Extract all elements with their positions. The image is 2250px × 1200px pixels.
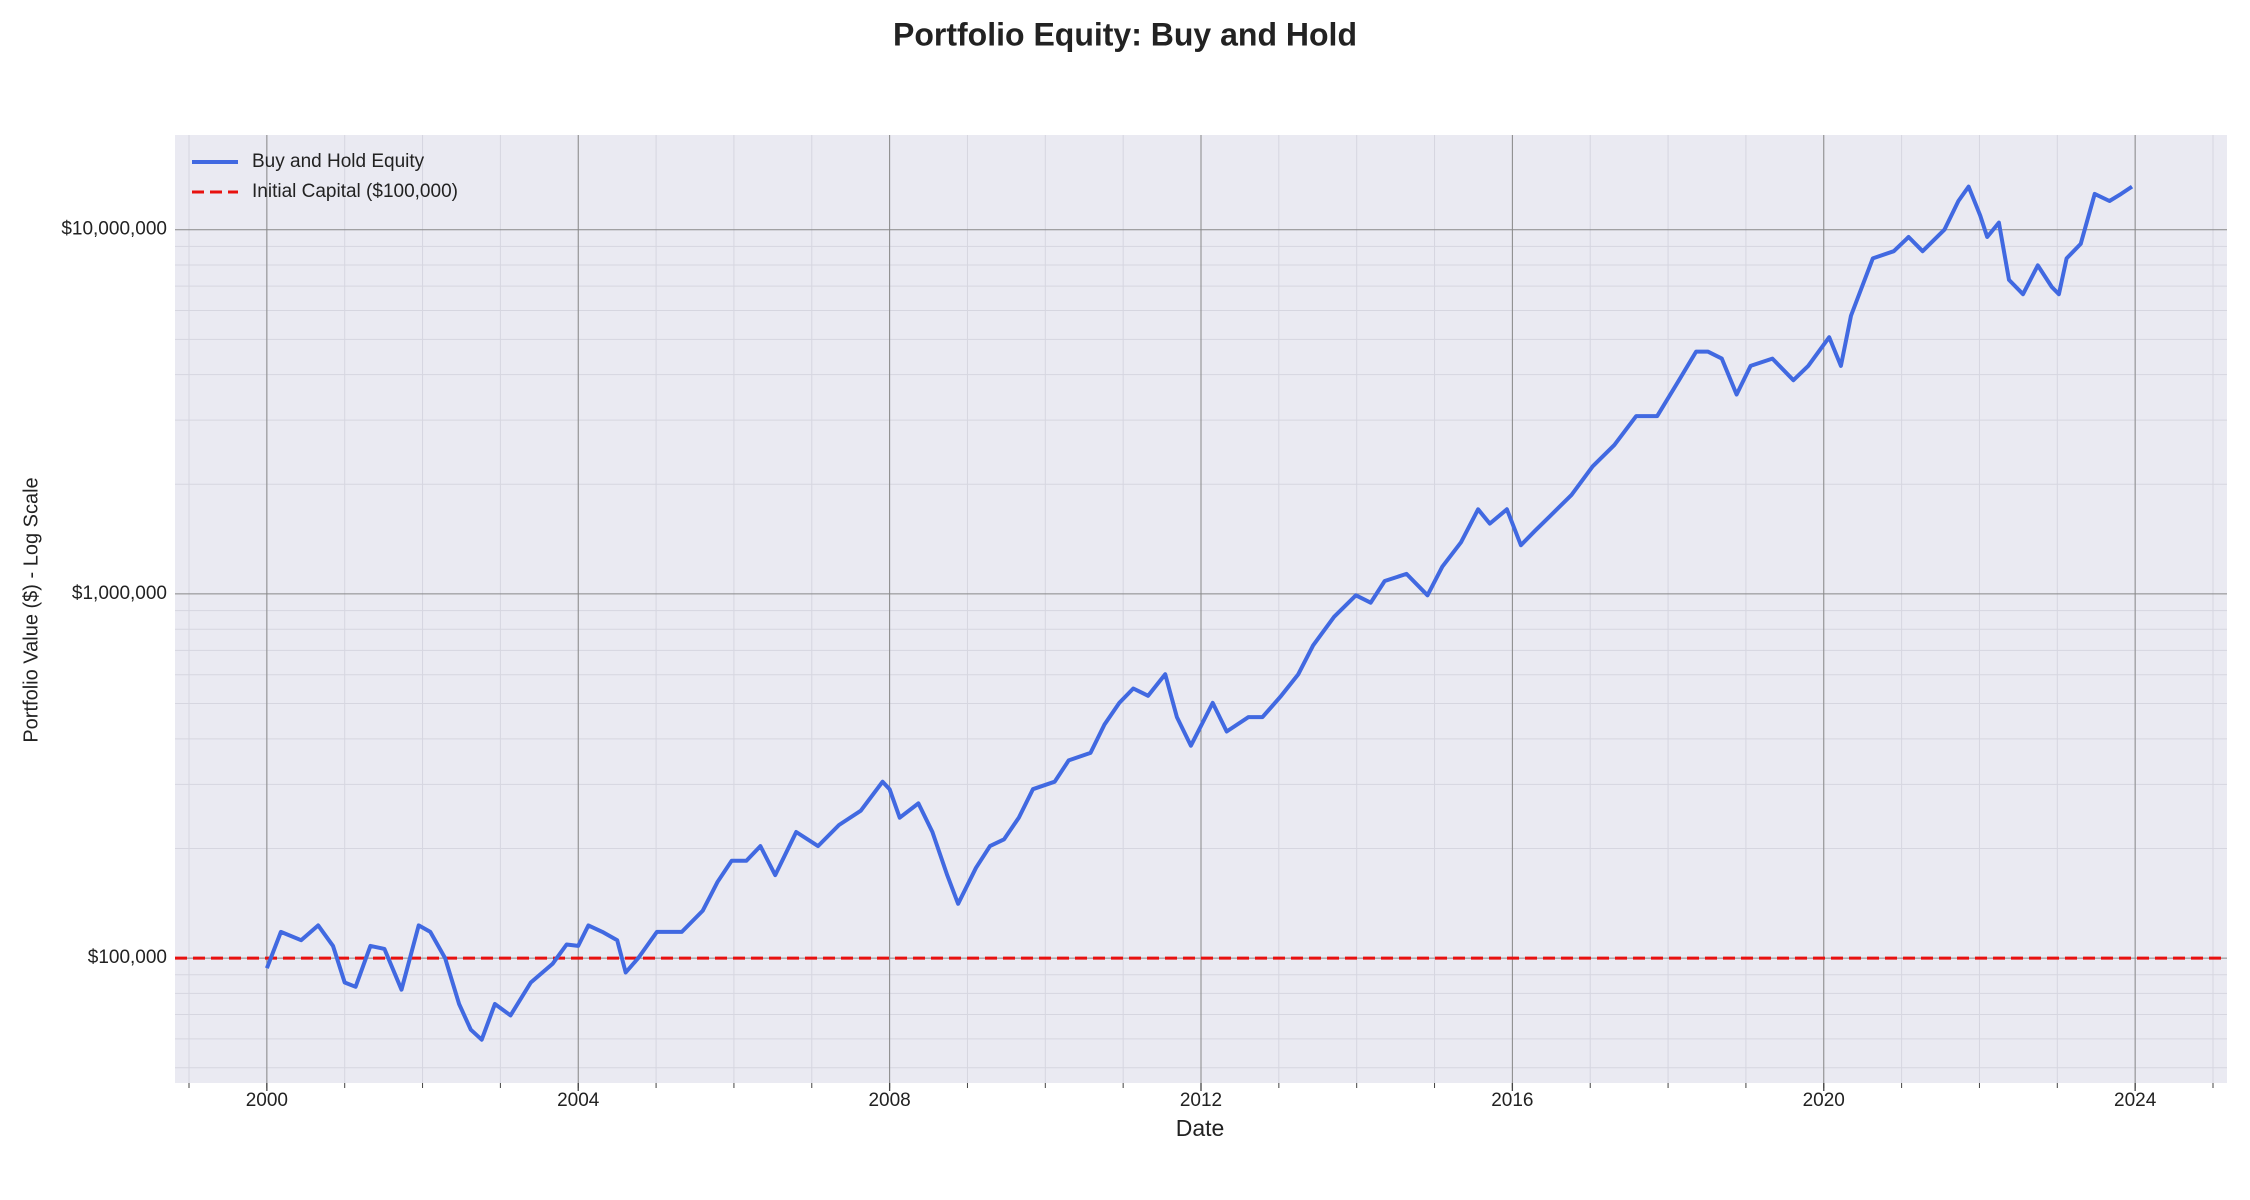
x-tick-label: 2004: [557, 1090, 600, 1111]
legend-label: Buy and Hold Equity: [252, 151, 425, 172]
legend-label: Initial Capital ($100,000): [252, 181, 458, 202]
x-axis-label: Date: [1176, 1115, 1225, 1141]
x-tick-label: 2008: [868, 1090, 910, 1111]
x-tick-label: 2024: [2114, 1090, 2157, 1111]
x-tick-label: 2000: [246, 1090, 288, 1111]
x-tick-label: 2020: [1803, 1090, 1845, 1111]
x-tick-label: 2012: [1180, 1090, 1222, 1111]
y-axis-label: Portfolio Value ($) - Log Scale: [20, 477, 42, 742]
y-tick-label: $100,000: [88, 947, 167, 968]
chart-title: Portfolio Equity: Buy and Hold: [893, 16, 1357, 52]
y-tick-label: $1,000,000: [72, 583, 167, 604]
equity-line: [265, 184, 2134, 1042]
x-tick-label: 2016: [1491, 1090, 1533, 1111]
y-tick-label: $10,000,000: [61, 219, 167, 240]
